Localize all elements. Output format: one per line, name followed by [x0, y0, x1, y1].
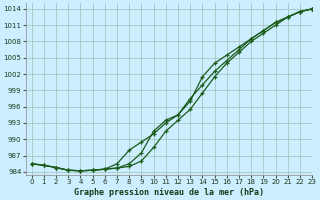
X-axis label: Graphe pression niveau de la mer (hPa): Graphe pression niveau de la mer (hPa)	[74, 188, 264, 197]
